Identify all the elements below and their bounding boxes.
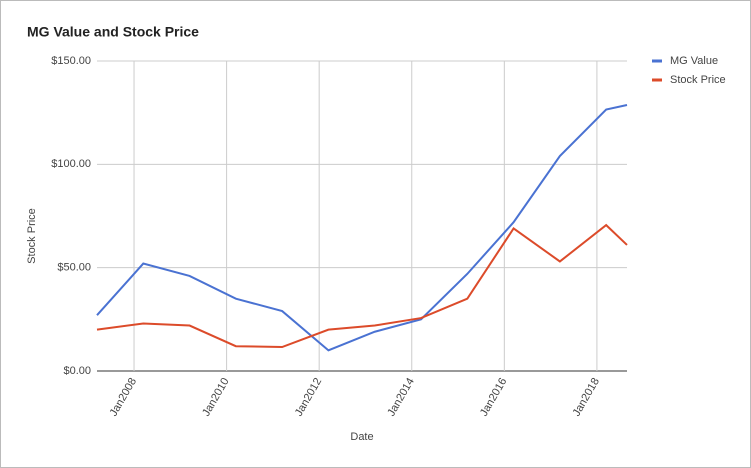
x-axis-label: Date [350, 431, 373, 443]
y-tick-label: $100.00 [51, 158, 91, 170]
y-tick-label: $150.00 [51, 55, 91, 67]
y-tick-label: $50.00 [57, 262, 91, 274]
series-line [96, 223, 628, 349]
legend-label: MG Value [670, 55, 718, 67]
chart-title: MG Value and Stock Price [27, 24, 199, 40]
series-line [96, 104, 628, 352]
y-axis-label: Stock Price [26, 208, 38, 264]
y-tick-label: $0.00 [63, 365, 91, 377]
legend-label: Stock Price [670, 74, 726, 86]
